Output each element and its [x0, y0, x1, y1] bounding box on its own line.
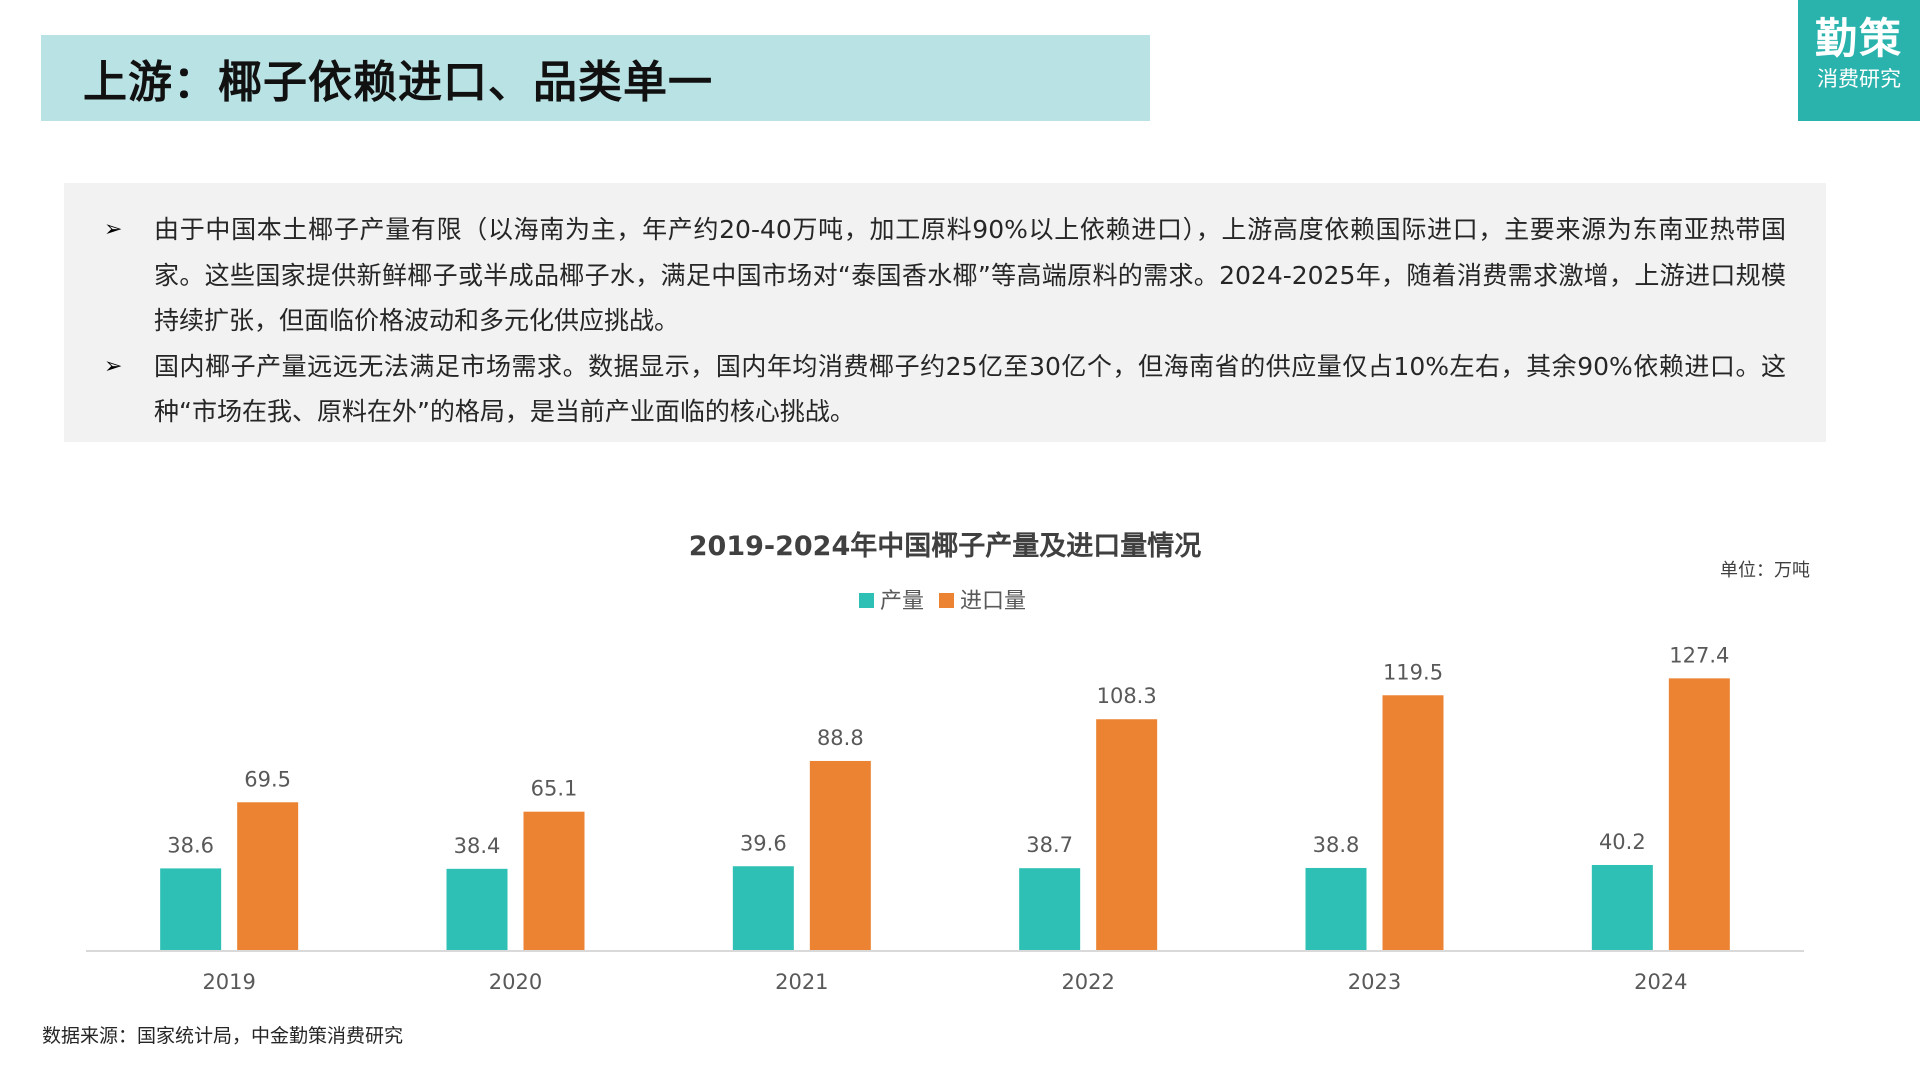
title-bar: 上游：椰子依赖进口、品类单一	[41, 35, 1150, 121]
data-label: 127.4	[1669, 643, 1729, 667]
page-title: 上游：椰子依赖进口、品类单一	[83, 57, 713, 108]
bar-production-2021	[732, 866, 794, 951]
summary-bullet-text: 国内椰子产量远远无法满足市场需求。数据显示，国内年均消费椰子约25亿至30亿个，…	[154, 351, 1786, 427]
bar-import-2022	[1096, 719, 1158, 951]
summary-bullet-text: 由于中国本土椰子产量有限（以海南为主，年产约20-40万吨，加工原料90%以上依…	[154, 215, 1786, 335]
data-label: 39.6	[740, 831, 787, 855]
bar-production-2022	[1019, 868, 1081, 951]
data-label: 119.5	[1383, 660, 1443, 684]
bar-import-2023	[1382, 695, 1444, 951]
x-tick-label: 2020	[489, 970, 542, 994]
logo-main-text: 勤策	[1814, 14, 1903, 63]
bar-production-2023	[1305, 867, 1367, 951]
data-label: 40.2	[1599, 830, 1646, 854]
data-label: 108.3	[1097, 684, 1157, 708]
legend-swatch	[939, 593, 954, 608]
summary-box: ➢ 由于中国本土椰子产量有限（以海南为主，年产约20-40万吨，加工原料90%以…	[64, 183, 1826, 442]
data-label: 69.5	[244, 767, 291, 791]
summary-bullet-1: ➢ 由于中国本土椰子产量有限（以海南为主，年产约20-40万吨，加工原料90%以…	[104, 207, 1786, 344]
chart-title: 2019-2024年中国椰子产量及进口量情况	[689, 530, 1202, 562]
arrow-bullet-icon: ➢	[104, 217, 123, 242]
summary-bullet-2: ➢ 国内椰子产量远远无法满足市场需求。数据显示，国内年均消费椰子约25亿至30亿…	[104, 344, 1786, 435]
x-tick-label: 2023	[1348, 970, 1401, 994]
x-tick-label: 2024	[1634, 970, 1687, 994]
legend-label: 进口量	[960, 589, 1026, 614]
chart-legend: 产量 进口量	[859, 589, 1026, 614]
data-label: 88.8	[817, 726, 864, 750]
source-footnote: 数据来源：国家统计局，中金勤策消费研究	[42, 1025, 404, 1047]
x-tick-label: 2021	[775, 970, 828, 994]
data-label: 38.8	[1313, 833, 1360, 857]
x-tick-label: 2022	[1061, 970, 1114, 994]
data-label: 38.6	[167, 833, 214, 857]
bar-production-2020	[446, 868, 508, 951]
x-tick-label: 2019	[202, 970, 255, 994]
brand-logo: 勤策 消费研究	[1798, 0, 1920, 121]
unit-label: 单位：万吨	[1720, 560, 1810, 581]
data-label: 38.4	[454, 834, 501, 858]
bar-import-2024	[1668, 678, 1730, 951]
data-label: 38.7	[1026, 833, 1073, 857]
chart-bars: 38.6 69.5 2019 38.4 65.1 2020 39.6 88.8 2021 38.7…	[160, 643, 1730, 994]
data-label: 65.1	[531, 777, 578, 801]
bar-import-2019	[237, 802, 299, 951]
logo-sub-text: 消费研究	[1817, 67, 1901, 91]
bar-import-2021	[809, 760, 871, 951]
bar-production-2024	[1591, 864, 1653, 951]
legend-label: 产量	[880, 589, 924, 614]
bar-production-2019	[160, 868, 222, 951]
arrow-bullet-icon: ➢	[104, 353, 123, 379]
legend-swatch	[859, 593, 874, 608]
bar-import-2020	[523, 811, 585, 951]
